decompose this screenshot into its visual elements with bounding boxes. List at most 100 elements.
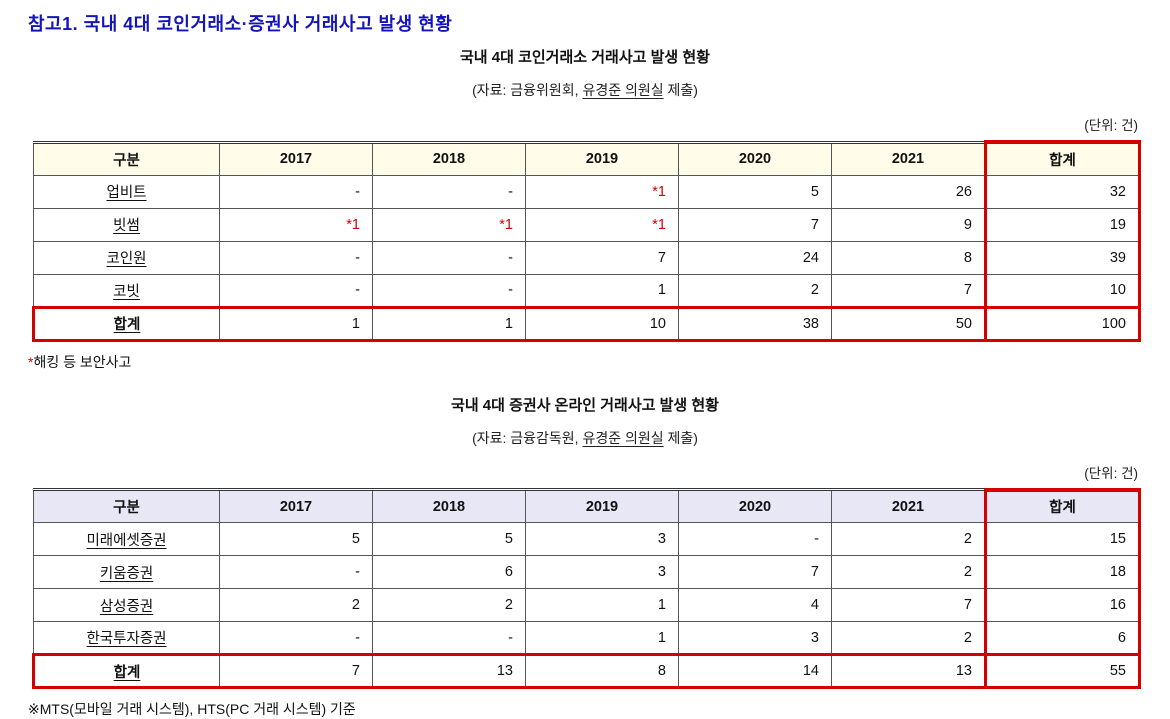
value-cell: -: [220, 622, 373, 655]
value-cell: 3: [679, 622, 832, 655]
value-cell: 7: [832, 274, 986, 307]
value-cell: 2: [832, 523, 986, 556]
value-cell: 5: [220, 523, 373, 556]
source-name: 유경준 의원실: [582, 82, 663, 98]
value-cell: 5: [679, 175, 832, 208]
header-cell: 구분: [34, 142, 220, 175]
value-cell: 2: [220, 589, 373, 622]
header-cell: 2018: [373, 142, 526, 175]
value-cell: 7: [679, 208, 832, 241]
row-label-cell: 미래에셋증권: [34, 523, 220, 556]
row-label-cell: 빗썸: [34, 208, 220, 241]
value-cell: *1: [526, 208, 679, 241]
total-cell: 18: [986, 556, 1140, 589]
header-cell: 2017: [220, 490, 373, 523]
table-row: 코빗 - - 1 2 7 10: [34, 274, 1140, 307]
value-cell: 2: [832, 622, 986, 655]
section-title: 국내 4대 코인거래소 거래사고 발생 현황: [28, 46, 1142, 67]
value-cell: 5: [373, 523, 526, 556]
section-title: 국내 4대 증권사 온라인 거래사고 발생 현황: [28, 394, 1142, 415]
value-cell: *1: [220, 208, 373, 241]
row-label-cell: 키움증권: [34, 556, 220, 589]
value-cell: 1: [220, 307, 373, 340]
value-cell: -: [220, 274, 373, 307]
header-cell: 구분: [34, 490, 220, 523]
source-line: (자료: 금융감독원, 유경준 의원실 제출): [28, 428, 1142, 448]
value-cell: 1: [526, 274, 679, 307]
total-cell: 32: [986, 175, 1140, 208]
value-cell: *1: [526, 175, 679, 208]
source-line: (자료: 금융위원회, 유경준 의원실 제출): [28, 80, 1142, 100]
total-cell: 6: [986, 622, 1140, 655]
table-row: 업비트 - - *1 5 26 32: [34, 175, 1140, 208]
value-cell: 10: [526, 307, 679, 340]
header-cell: 2021: [832, 490, 986, 523]
row-label-cell: 코인원: [34, 241, 220, 274]
header-cell-total: 합계: [986, 490, 1140, 523]
header-cell: 2019: [526, 142, 679, 175]
value-cell: 2: [679, 274, 832, 307]
total-cell: 10: [986, 274, 1140, 307]
footnote-mts-hts: ※MTS(모바일 거래 시스템), HTS(PC 거래 시스템) 기준: [28, 699, 1142, 719]
value-cell: 3: [526, 556, 679, 589]
value-cell: 2: [832, 556, 986, 589]
source-suffix: 제출): [664, 430, 698, 446]
table-row: 빗썸 *1 *1 *1 7 9 19: [34, 208, 1140, 241]
table-row: 삼성증권 2 2 1 4 7 16: [34, 589, 1140, 622]
value-cell: -: [220, 241, 373, 274]
value-cell: 7: [832, 589, 986, 622]
row-label-cell: 삼성증권: [34, 589, 220, 622]
row-label-cell: 코빗: [34, 274, 220, 307]
row-label-cell: 합계: [34, 307, 220, 340]
unit-label: (단위: 건): [28, 114, 1138, 134]
value-cell: 26: [832, 175, 986, 208]
footnote-marker: ※: [28, 701, 40, 717]
value-cell: 6: [373, 556, 526, 589]
value-cell: 7: [679, 556, 832, 589]
header-cell: 2021: [832, 142, 986, 175]
value-cell: 7: [526, 241, 679, 274]
header-cell: 2020: [679, 142, 832, 175]
total-cell: 39: [986, 241, 1140, 274]
total-cell: 15: [986, 523, 1140, 556]
value-cell: -: [220, 556, 373, 589]
value-cell: 38: [679, 307, 832, 340]
table-header-row: 구분 2017 2018 2019 2020 2021 합계: [34, 490, 1140, 523]
value-cell: 50: [832, 307, 986, 340]
value-cell: 2: [373, 589, 526, 622]
value-cell: 24: [679, 241, 832, 274]
total-cell: 19: [986, 208, 1140, 241]
value-cell: 7: [220, 655, 373, 688]
table-row: 코인원 - - 7 24 8 39: [34, 241, 1140, 274]
source-prefix: (자료: 금융위원회,: [472, 82, 582, 98]
grand-total-cell: 100: [986, 307, 1140, 340]
footnote-text: MTS(모바일 거래 시스템), HTS(PC 거래 시스템) 기준: [40, 701, 356, 717]
value-cell: -: [373, 622, 526, 655]
coin-incidents-table: 구분 2017 2018 2019 2020 2021 합계 업비트 - - *…: [32, 140, 1141, 342]
section-securities-firms: 국내 4대 증권사 온라인 거래사고 발생 현황 (자료: 금융감독원, 유경준…: [28, 394, 1142, 719]
value-cell: -: [373, 175, 526, 208]
row-label-cell: 합계: [34, 655, 220, 688]
footnote-text: 해킹 등 보안사고: [33, 354, 131, 370]
value-cell: 8: [526, 655, 679, 688]
row-label-cell: 한국투자증권: [34, 622, 220, 655]
header-cell-total: 합계: [986, 142, 1140, 175]
row-label-cell: 업비트: [34, 175, 220, 208]
value-cell: 13: [832, 655, 986, 688]
value-cell: 14: [679, 655, 832, 688]
value-cell: -: [373, 241, 526, 274]
table-row: 키움증권 - 6 3 7 2 18: [34, 556, 1140, 589]
section-coin-exchanges: 국내 4대 코인거래소 거래사고 발생 현황 (자료: 금융위원회, 유경준 의…: [28, 46, 1142, 372]
source-prefix: (자료: 금융감독원,: [472, 430, 582, 446]
value-cell: 3: [526, 523, 679, 556]
header-cell: 2019: [526, 490, 679, 523]
value-cell: 1: [373, 307, 526, 340]
value-cell: *1: [373, 208, 526, 241]
securities-incidents-table: 구분 2017 2018 2019 2020 2021 합계 미래에셋증권 5 …: [32, 488, 1141, 690]
document-title: 참고1. 국내 4대 코인거래소·증권사 거래사고 발생 현황: [28, 10, 1142, 36]
value-cell: -: [679, 523, 832, 556]
value-cell: 8: [832, 241, 986, 274]
grand-total-cell: 55: [986, 655, 1140, 688]
table-total-row: 합계 7 13 8 14 13 55: [34, 655, 1140, 688]
